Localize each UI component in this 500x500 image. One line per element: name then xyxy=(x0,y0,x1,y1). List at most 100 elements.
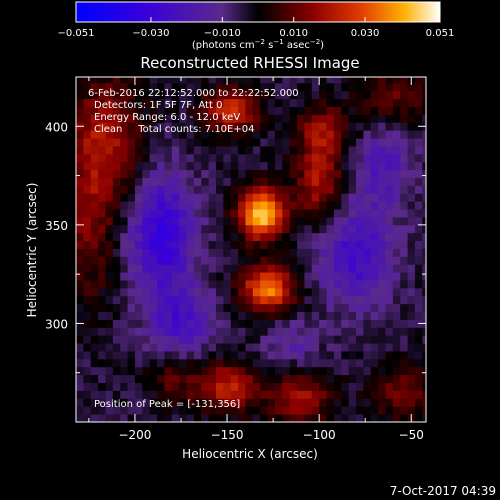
heatmap-cell xyxy=(127,374,136,383)
heatmap-cell xyxy=(363,264,372,273)
heatmap-cell xyxy=(304,224,313,234)
heatmap-cell xyxy=(407,106,416,115)
heatmap-cell xyxy=(333,295,342,305)
heatmap-cell xyxy=(201,327,210,336)
heatmap-cell xyxy=(171,335,180,344)
heatmap-cell xyxy=(378,335,386,344)
heatmap-cell xyxy=(282,138,291,147)
heatmap-cell xyxy=(127,185,136,194)
heatmap-cell xyxy=(134,106,143,115)
heatmap-cell xyxy=(356,256,364,265)
heatmap-cell xyxy=(422,248,427,257)
heatmap-cell xyxy=(112,351,121,360)
heatmap-cell xyxy=(112,161,121,171)
heatmap-cell xyxy=(392,130,401,139)
heatmap-cell xyxy=(392,146,401,155)
heatmap-cell xyxy=(230,319,239,328)
heatmap-cell xyxy=(171,209,180,218)
heatmap-cell xyxy=(407,272,416,281)
heatmap-cell xyxy=(164,185,173,194)
heatmap-cell xyxy=(378,138,386,147)
heatmap-cell xyxy=(304,335,313,344)
heatmap-cell xyxy=(90,358,99,368)
heatmap-cell xyxy=(289,169,298,178)
heatmap-cell xyxy=(341,311,350,320)
heatmap-cell xyxy=(179,114,187,123)
heatmap-cell xyxy=(319,327,327,336)
heatmap-cell xyxy=(230,77,239,84)
heatmap-cell xyxy=(149,287,158,297)
heatmap-cell xyxy=(238,272,246,281)
heatmap-cell xyxy=(76,366,84,376)
heatmap-cell xyxy=(378,77,386,84)
heatmap-cell xyxy=(186,177,195,186)
heatmap-cell xyxy=(179,343,187,352)
heatmap-cell xyxy=(134,398,143,407)
heatmap-cell xyxy=(370,209,379,218)
heatmap-cell xyxy=(112,240,121,249)
heatmap-cell xyxy=(179,138,187,147)
heatmap-cell xyxy=(274,295,283,305)
heatmap-cell xyxy=(120,295,128,305)
heatmap-cell xyxy=(378,153,386,163)
heatmap-cell xyxy=(98,343,106,352)
heatmap-cell xyxy=(186,303,195,312)
heatmap-cell xyxy=(311,122,320,131)
heatmap-cell xyxy=(186,169,195,178)
heatmap-cell xyxy=(311,343,320,352)
heatmap-cell xyxy=(326,248,335,257)
heatmap-cell xyxy=(385,216,394,226)
heatmap-cell xyxy=(142,390,151,399)
heatmap-cell xyxy=(407,264,416,273)
heatmap-cell xyxy=(98,185,106,194)
heatmap-cell xyxy=(90,248,99,257)
heatmap-cell xyxy=(356,374,364,383)
heatmap-cell xyxy=(297,319,305,328)
heatmap-cell xyxy=(407,256,416,265)
heatmap-cell xyxy=(400,414,408,423)
heatmap-cell xyxy=(105,343,114,352)
heatmap-cell xyxy=(193,161,202,171)
heatmap-cell xyxy=(385,90,394,100)
heatmap-cell xyxy=(414,414,423,423)
heatmap-cell xyxy=(230,201,239,210)
heatmap-cell xyxy=(127,153,136,163)
heatmap-cell xyxy=(274,153,283,163)
heatmap-cell xyxy=(407,287,416,297)
heatmap-cell xyxy=(120,240,128,249)
heatmap-cell xyxy=(274,138,283,147)
heatmap-cell xyxy=(98,216,106,226)
heatmap-cell xyxy=(105,358,114,368)
heatmap-cell xyxy=(223,90,232,100)
heatmap-cell xyxy=(282,130,291,139)
heatmap-cell xyxy=(311,248,320,257)
heatmap-cell xyxy=(414,248,423,257)
heatmap-cell xyxy=(83,287,92,297)
heatmap-cell xyxy=(223,335,232,344)
heatmap-cell xyxy=(171,106,180,115)
heatmap-cell xyxy=(223,295,232,305)
heatmap-cell xyxy=(407,169,416,178)
heatmap-cell xyxy=(378,216,386,226)
heatmap-cell xyxy=(90,209,99,218)
heatmap-cell xyxy=(216,414,224,423)
heatmap-cell xyxy=(341,146,350,155)
heatmap-cell xyxy=(120,319,128,328)
heatmap-cell xyxy=(186,161,195,171)
heatmap-cell xyxy=(164,280,173,289)
heatmap-cell xyxy=(400,382,408,391)
heatmap-cell xyxy=(407,248,416,257)
heatmap-cell xyxy=(348,177,357,186)
heatmap-cell xyxy=(311,130,320,139)
heatmap-cell xyxy=(112,358,121,368)
heatmap-cell xyxy=(348,358,357,368)
heatmap-cell xyxy=(76,390,84,399)
heatmap-cell xyxy=(385,366,394,376)
heatmap-cell xyxy=(105,248,114,257)
heatmap-cell xyxy=(260,216,268,226)
heatmap-cell xyxy=(392,90,401,100)
heatmap-cell xyxy=(282,185,291,194)
heatmap-cell xyxy=(98,161,106,171)
heatmap-cell xyxy=(120,153,128,163)
heatmap-cell xyxy=(304,351,313,360)
